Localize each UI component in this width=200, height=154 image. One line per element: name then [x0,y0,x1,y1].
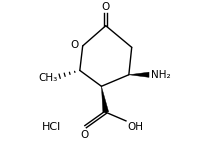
Text: CH₃: CH₃ [38,73,57,83]
Text: O: O [71,40,79,50]
Polygon shape [129,72,149,77]
Text: HCl: HCl [42,122,62,132]
Text: NH₂: NH₂ [151,70,171,80]
Polygon shape [101,86,109,113]
Text: O: O [80,130,88,140]
Text: OH: OH [127,122,143,132]
Text: O: O [102,2,110,12]
